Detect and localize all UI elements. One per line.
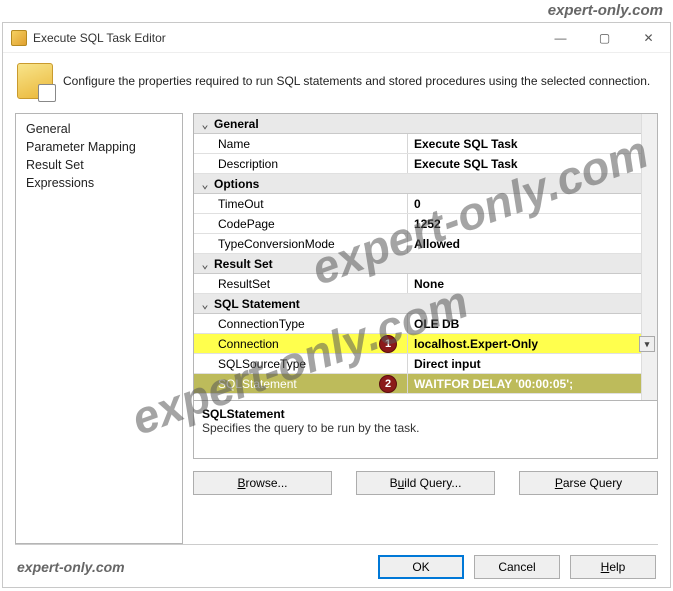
property-name: ResultSet: [194, 274, 408, 293]
task-icon: [17, 63, 53, 99]
property-name: Name: [194, 134, 408, 153]
nav-item-parameter-mapping[interactable]: Parameter Mapping: [26, 138, 172, 156]
help-desc: Specifies the query to be run by the tas…: [202, 421, 649, 435]
property-row[interactable]: CodePage1252: [194, 214, 657, 234]
ok-button[interactable]: OK: [378, 555, 464, 579]
help-box: SQLStatement Specifies the query to be r…: [193, 401, 658, 459]
app-icon: [11, 30, 27, 46]
watermark-bottom: expert-only.com: [17, 559, 125, 575]
property-value[interactable]: None: [408, 274, 657, 293]
property-value[interactable]: 1252: [408, 214, 657, 233]
property-value[interactable]: OLE DB: [408, 314, 657, 333]
collapse-icon[interactable]: ⌄: [196, 297, 214, 311]
category-label: SQL Statement: [214, 297, 300, 311]
callout-badge: 1: [379, 335, 397, 353]
property-row[interactable]: Connection1localhost.Expert-Only▾: [194, 334, 657, 354]
cancel-button[interactable]: Cancel: [474, 555, 560, 579]
description-text: Configure the properties required to run…: [63, 74, 650, 88]
property-name: Connection1: [194, 334, 408, 353]
collapse-icon[interactable]: ⌄: [196, 257, 214, 271]
property-panel: ⌄GeneralNameExecute SQL TaskDescriptionE…: [193, 113, 658, 544]
property-name: SQLSourceType: [194, 354, 408, 373]
property-row[interactable]: ConnectionTypeOLE DB: [194, 314, 657, 334]
category-label: Options: [214, 177, 259, 191]
property-value[interactable]: Direct input: [408, 354, 657, 373]
property-value[interactable]: WAITFOR DELAY '00:00:05';: [408, 374, 657, 393]
category-label: General: [214, 117, 259, 131]
property-name: ConnectionType: [194, 314, 408, 333]
property-row[interactable]: SQLStatement2WAITFOR DELAY '00:00:05';: [194, 374, 657, 394]
property-value[interactable]: Allowed: [408, 234, 657, 253]
watermark-top: expert-only.com: [0, 0, 673, 22]
property-row[interactable]: TimeOut0: [194, 194, 657, 214]
category-label: Result Set: [214, 257, 273, 271]
category-header[interactable]: ⌄Options: [194, 174, 657, 194]
window-title: Execute SQL Task Editor: [33, 31, 538, 45]
property-name: SQLStatement2: [194, 374, 408, 393]
category-header[interactable]: ⌄Result Set: [194, 254, 657, 274]
dialog-buttons: expert-only.com OK Cancel Help: [3, 545, 670, 587]
help-name: SQLStatement: [202, 407, 649, 421]
property-value[interactable]: Execute SQL Task: [408, 134, 657, 153]
property-name: TypeConversionMode: [194, 234, 408, 253]
category-header[interactable]: ⌄General: [194, 114, 657, 134]
close-button[interactable]: ✕: [626, 23, 670, 52]
property-value[interactable]: localhost.Expert-Only▾: [408, 334, 657, 353]
collapse-icon[interactable]: ⌄: [196, 117, 214, 131]
callout-badge: 2: [379, 375, 397, 393]
minimize-button[interactable]: —: [538, 23, 582, 52]
nav-item-general[interactable]: General: [26, 120, 172, 138]
property-row[interactable]: NameExecute SQL Task: [194, 134, 657, 154]
parse-query-button[interactable]: Parse Query: [519, 471, 658, 495]
collapse-icon[interactable]: ⌄: [196, 177, 214, 191]
nav-item-expressions[interactable]: Expressions: [26, 174, 172, 192]
build-query-button[interactable]: Build Query...: [356, 471, 495, 495]
dialog-window: Execute SQL Task Editor — ▢ ✕ Configure …: [2, 22, 671, 588]
maximize-button[interactable]: ▢: [582, 23, 626, 52]
property-row[interactable]: ResultSetNone: [194, 274, 657, 294]
category-header[interactable]: ⌄SQL Statement: [194, 294, 657, 314]
property-name: Description: [194, 154, 408, 173]
property-row[interactable]: TypeConversionModeAllowed: [194, 234, 657, 254]
property-name: CodePage: [194, 214, 408, 233]
category-list: General Parameter Mapping Result Set Exp…: [15, 113, 183, 544]
nav-item-result-set[interactable]: Result Set: [26, 156, 172, 174]
property-row[interactable]: SQLSourceTypeDirect input: [194, 354, 657, 374]
browse-button[interactable]: Browse...: [193, 471, 332, 495]
help-button[interactable]: Help: [570, 555, 656, 579]
property-value[interactable]: Execute SQL Task: [408, 154, 657, 173]
description-row: Configure the properties required to run…: [3, 53, 670, 113]
property-name: TimeOut: [194, 194, 408, 213]
action-buttons: Browse... Build Query... Parse Query: [193, 459, 658, 503]
title-bar: Execute SQL Task Editor — ▢ ✕: [3, 23, 670, 53]
dropdown-icon[interactable]: ▾: [639, 336, 655, 352]
property-row[interactable]: DescriptionExecute SQL Task: [194, 154, 657, 174]
property-grid: ⌄GeneralNameExecute SQL TaskDescriptionE…: [193, 113, 658, 401]
property-value[interactable]: 0: [408, 194, 657, 213]
